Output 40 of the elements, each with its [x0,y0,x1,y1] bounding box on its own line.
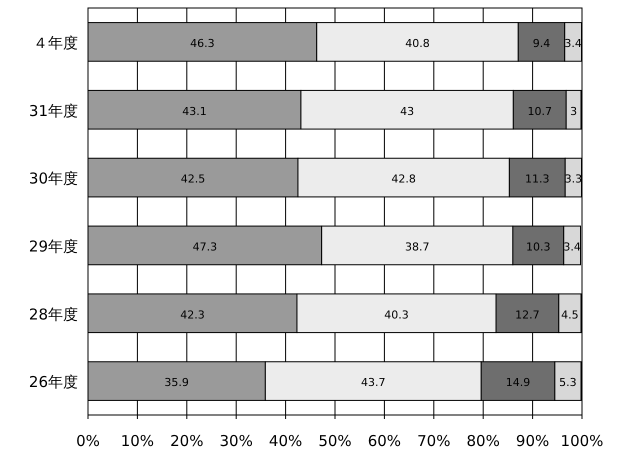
data-label: 43.1 [182,104,207,118]
data-label: 42.8 [391,172,416,186]
x-tick-label: 50% [318,432,352,450]
data-label: 40.8 [405,36,430,50]
y-tick-label: 31年度 [28,102,78,120]
data-label: 3.3 [564,172,582,186]
data-label: 43.7 [361,376,386,390]
data-label: 9.4 [532,36,550,50]
x-tick-label: 90% [516,432,550,450]
data-label: 10.7 [528,104,552,118]
data-label: 12.7 [515,308,540,322]
x-tick-label: 100% [560,432,604,450]
data-label: 43 [400,104,414,118]
data-label: 38.7 [405,240,430,254]
data-label: 11.3 [525,172,550,186]
x-tick-label: 10% [120,432,154,450]
y-tick-label: 30年度 [28,170,78,188]
data-label: 47.3 [192,240,218,254]
data-label: 14.9 [506,376,530,390]
data-label: 35.9 [164,376,189,390]
x-tick-label: 40% [268,432,302,450]
data-label: 3 [570,104,578,118]
y-tick-label: 29年度 [28,237,78,256]
data-label: 42.5 [180,172,206,186]
data-label: 40.3 [384,308,409,322]
data-label: 10.3 [526,240,551,254]
y-tick-label: ４年度 [33,34,78,52]
x-tick-label: 30% [220,432,253,450]
data-label: 5.3 [559,376,577,390]
x-tick-label: 80% [466,432,500,450]
x-tick-label: 20% [170,432,204,450]
x-tick-label: 70% [417,432,450,450]
data-label: 46.3 [190,36,215,50]
data-label: 42.3 [180,308,205,322]
data-label: 3.4 [564,36,582,50]
data-label: 4.5 [561,308,579,322]
y-tick-label: 26年度 [28,373,78,392]
x-tick-label: 60% [368,432,402,450]
y-tick-label: 28年度 [28,305,78,324]
x-tick-label: 0% [76,432,100,450]
